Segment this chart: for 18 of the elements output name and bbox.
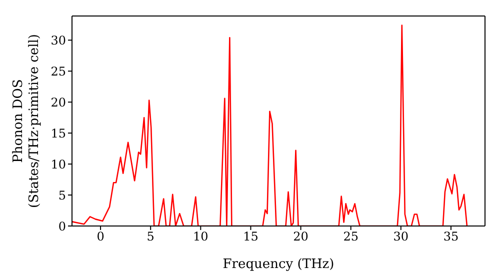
x-tick-label: 0	[96, 230, 104, 244]
x-tick-label: 30	[393, 230, 409, 244]
y-tick-label: 15	[50, 126, 66, 140]
line-series	[72, 24, 468, 226]
y-tick-label: 30	[50, 33, 66, 48]
y-tick-label: 0	[58, 219, 66, 234]
y-tick-label: 5	[58, 188, 66, 202]
x-tick-label: 35	[443, 230, 459, 244]
y-tick-label: 20	[50, 95, 66, 110]
y-axis-title: Phonon DOS (States/THz·primitive cell)	[11, 34, 42, 208]
x-tick-label: 15	[243, 230, 258, 244]
x-tick-label: 10	[193, 230, 208, 244]
x-tick-label: 20	[293, 230, 308, 244]
x-axis-title: Frequency (THz)	[222, 257, 334, 272]
y-tick-label: 10	[50, 157, 66, 172]
x-tick-label: 5	[146, 230, 154, 244]
y-tick-label: 25	[50, 64, 66, 78]
x-tick-label: 25	[343, 230, 358, 244]
